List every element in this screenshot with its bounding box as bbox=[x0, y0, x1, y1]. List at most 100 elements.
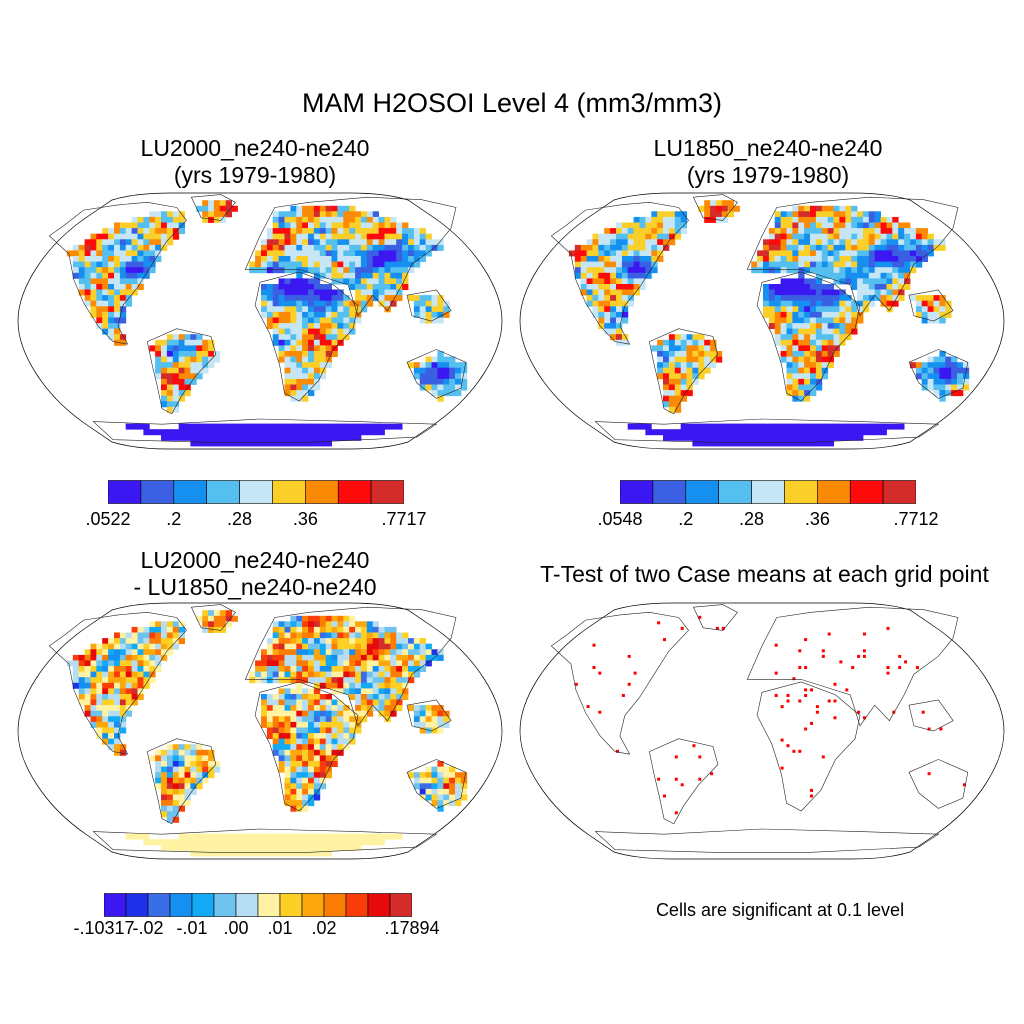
grid-cell bbox=[319, 749, 327, 756]
grid-cell bbox=[331, 222, 338, 229]
grid-cell bbox=[408, 643, 415, 650]
grid-cell bbox=[272, 721, 279, 728]
grid-cell bbox=[868, 272, 876, 279]
grid-cell bbox=[455, 800, 462, 807]
grid-cell bbox=[610, 261, 617, 268]
grid-cell bbox=[449, 378, 456, 385]
grid-cell bbox=[390, 272, 397, 279]
grid-cell bbox=[680, 334, 687, 341]
grid-cell bbox=[810, 306, 817, 313]
grid-cell bbox=[763, 250, 770, 257]
grid-cell bbox=[272, 850, 279, 857]
grid-cell bbox=[313, 211, 321, 218]
grid-cell bbox=[378, 688, 385, 695]
grid-cell bbox=[114, 744, 121, 751]
grid-cell bbox=[774, 244, 781, 251]
grid-cell bbox=[692, 334, 699, 341]
grid-cell bbox=[266, 643, 274, 650]
grid-cell bbox=[437, 794, 444, 801]
grid-cell bbox=[886, 261, 893, 268]
grid-cell bbox=[219, 844, 227, 851]
grid-cell bbox=[208, 833, 215, 840]
grid-cell bbox=[674, 233, 682, 240]
colorbar-tick-label: .7717 bbox=[381, 509, 427, 529]
grid-cell bbox=[827, 222, 834, 229]
grid-cell bbox=[839, 323, 846, 330]
grid-cell bbox=[296, 295, 303, 302]
grid-cell bbox=[331, 749, 338, 756]
grid-cell bbox=[84, 250, 91, 257]
grid-cell bbox=[172, 429, 180, 436]
grid-cell bbox=[621, 311, 629, 318]
grid-cell bbox=[125, 643, 132, 650]
grid-cell bbox=[337, 239, 344, 246]
grid-cell bbox=[933, 306, 940, 313]
grid-cell bbox=[880, 216, 887, 223]
grid-cell bbox=[343, 267, 350, 274]
grid-cell bbox=[243, 423, 250, 430]
grid-cell bbox=[272, 649, 279, 656]
grid-cell bbox=[125, 244, 132, 251]
grid-cell bbox=[190, 356, 197, 363]
grid-cell bbox=[208, 440, 215, 447]
grid-cell bbox=[792, 300, 799, 307]
grid-cell bbox=[149, 267, 156, 274]
grid-cell bbox=[108, 272, 115, 279]
grid-cell bbox=[768, 239, 776, 246]
grid-cell bbox=[616, 233, 623, 240]
grid-cell bbox=[319, 289, 327, 296]
grid-cell bbox=[313, 323, 321, 330]
grid-cell bbox=[355, 228, 362, 235]
grid-cell bbox=[378, 654, 385, 661]
grid-cell bbox=[325, 727, 332, 734]
grid-cell bbox=[337, 423, 344, 430]
grid-cell bbox=[102, 677, 109, 684]
grid-cell bbox=[202, 626, 209, 633]
colorbar-tick-label: .2 bbox=[166, 509, 182, 529]
grid-cell bbox=[804, 256, 811, 262]
grid-cell bbox=[178, 755, 185, 762]
grid-cell bbox=[898, 244, 905, 251]
grid-cell bbox=[102, 671, 109, 678]
grid-cell bbox=[284, 367, 291, 374]
grid-cell bbox=[261, 649, 268, 656]
grid-cell bbox=[114, 250, 121, 257]
grid-cell bbox=[704, 362, 711, 369]
grid-cell bbox=[272, 749, 279, 756]
grid-cell bbox=[296, 632, 303, 639]
grid-cell bbox=[184, 423, 191, 430]
grid-cell bbox=[261, 250, 268, 257]
grid-cell bbox=[319, 755, 327, 762]
grid-cell bbox=[874, 261, 881, 268]
grid-cell bbox=[657, 777, 661, 781]
grid-cell bbox=[739, 440, 746, 447]
grid-cell bbox=[710, 429, 717, 436]
grid-cell bbox=[939, 351, 946, 357]
grid-cell bbox=[325, 423, 332, 430]
grid-cell bbox=[319, 423, 327, 430]
grid-cell bbox=[108, 744, 115, 751]
grid-cell bbox=[680, 626, 684, 630]
grid-cell bbox=[792, 395, 799, 402]
grid-cell bbox=[674, 222, 682, 229]
grid-cell bbox=[751, 440, 758, 447]
grid-cell bbox=[821, 429, 829, 436]
grid-cell bbox=[290, 373, 297, 380]
grid-cell bbox=[674, 777, 678, 781]
grid-cell bbox=[786, 261, 793, 268]
grid-cell bbox=[431, 300, 438, 307]
grid-cell bbox=[396, 660, 403, 667]
grid-cell bbox=[768, 250, 776, 257]
grid-cell bbox=[921, 244, 928, 251]
grid-cell bbox=[804, 440, 811, 447]
grid-cell bbox=[90, 256, 97, 262]
grid-cell bbox=[284, 256, 291, 262]
grid-cell bbox=[939, 378, 946, 385]
grid-cell bbox=[810, 222, 817, 229]
grid-cell bbox=[308, 721, 315, 728]
grid-cell bbox=[792, 261, 799, 268]
grid-cell bbox=[161, 794, 168, 801]
grid-cell bbox=[231, 423, 238, 430]
grid-cell bbox=[296, 211, 303, 218]
grid-cell bbox=[460, 373, 468, 380]
